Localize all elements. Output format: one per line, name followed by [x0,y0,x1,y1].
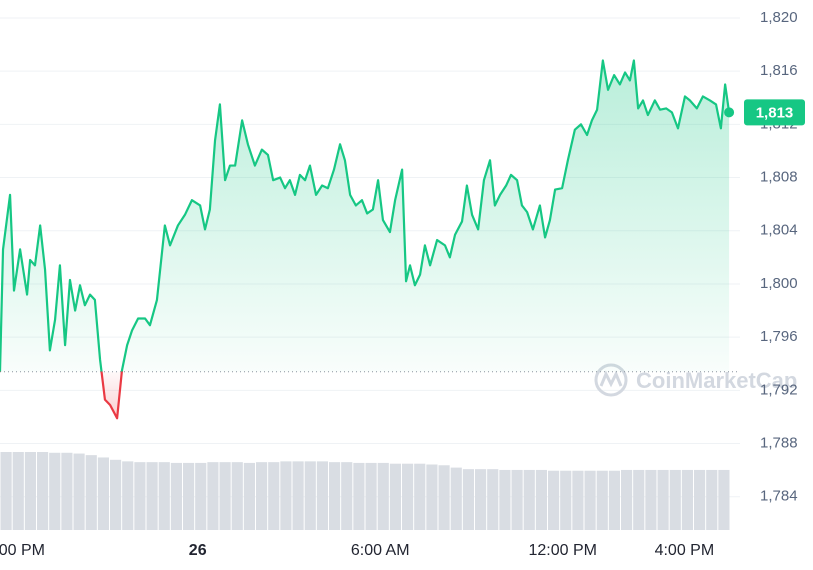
y-tick-label: 1,792 [760,381,798,398]
volume-bar [645,469,657,530]
volume-bar [450,467,462,530]
volume-bar [718,469,730,530]
volume-bar [353,462,365,530]
volume-bar [134,462,146,530]
y-tick-label: 1,796 [760,328,798,345]
volume-bar [243,462,255,530]
volume-bar [596,470,608,530]
volume-bar [37,452,49,530]
x-tick-label: 6:00 PM [0,542,45,559]
volume-bar [73,453,85,530]
volume-bar [231,462,243,530]
volume-bar [487,469,499,530]
volume-bar [657,469,669,530]
volume-bar [146,462,158,530]
volume-bar [560,470,572,530]
volume-bar [207,462,219,530]
volume-bar [97,457,109,530]
y-tick-label: 1,788 [760,435,798,452]
volume-bar [572,470,584,530]
volume-bar [110,459,122,530]
volume-bar [341,462,353,530]
volume-bar [389,463,401,530]
y-tick-label: 1,808 [760,169,798,186]
volume-bar [511,469,523,530]
volume-bar [158,462,170,530]
volume-bar [170,462,182,530]
volume-bar [694,469,706,530]
volume-bar [548,470,560,530]
volume-bar [462,469,474,530]
volume-bar [633,469,645,530]
x-tick-label: 6:00 AM [351,542,410,559]
area-up [0,60,730,372]
volume-bar [122,461,134,530]
x-tick-label: 4:00 PM [655,542,715,559]
y-tick-label: 1,820 [760,9,798,26]
volume-bar [280,461,292,530]
volume-bar [24,452,36,530]
axes: 1,7841,7881,7921,7961,8001,8041,8081,812… [0,9,805,559]
volume-bar [584,470,596,530]
volume-bar [499,469,511,530]
volume-bar [669,469,681,530]
volume-bar [49,452,61,530]
volume-bar [535,469,547,530]
volume-bar [292,461,304,530]
volume-bar [61,452,73,530]
volume-bar [621,469,633,530]
volume-bar [414,463,426,530]
volume-bars [0,452,730,530]
volume-bar [402,463,414,530]
volume-bar [377,462,389,530]
volume-bar [681,469,693,530]
y-tick-label: 1,804 [760,222,798,239]
volume-bar [475,469,487,530]
volume-bar [316,461,328,530]
volume-bar [523,469,535,530]
volume-bar [183,462,195,530]
volume-bar [0,452,12,530]
volume-bar [329,462,341,530]
y-tick-label: 1,784 [760,488,798,505]
last-point [724,107,735,118]
price-badge [744,99,805,126]
volume-bar [195,462,207,530]
volume-bar [426,464,438,530]
plot [0,59,740,420]
volume-bar [438,465,450,530]
volume-bar [608,470,620,530]
volume-bar [219,462,231,530]
price-line [0,59,731,420]
price-badge-label: 1,813 [756,104,794,121]
x-tick-label: 12:00 PM [528,542,596,559]
y-tick-label: 1,800 [760,275,798,292]
volume-bar [268,462,280,530]
volume-bar [304,461,316,530]
volume-bar [256,462,268,530]
y-tick-label: 1,816 [760,62,798,79]
volume-bar [12,452,24,530]
volume-bar [85,455,97,530]
volume-bar [365,462,377,530]
watermark-logo-mark [599,370,623,388]
volume-bar [706,469,718,530]
x-tick-label: 26 [189,542,207,559]
